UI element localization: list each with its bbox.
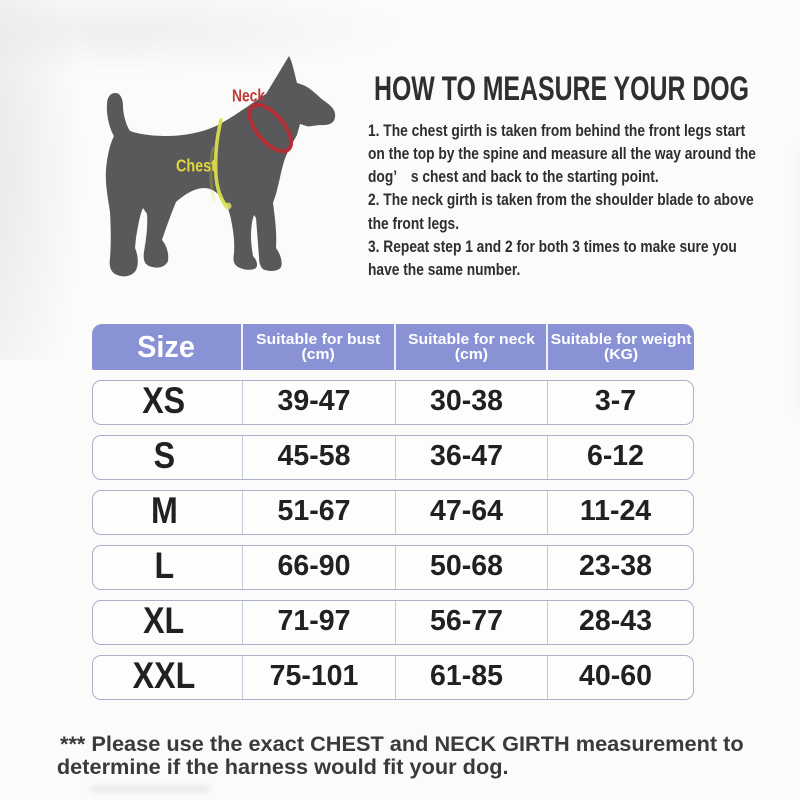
svg-text:Neck: Neck — [232, 87, 265, 106]
svg-text:Chest: Chest — [176, 156, 216, 176]
